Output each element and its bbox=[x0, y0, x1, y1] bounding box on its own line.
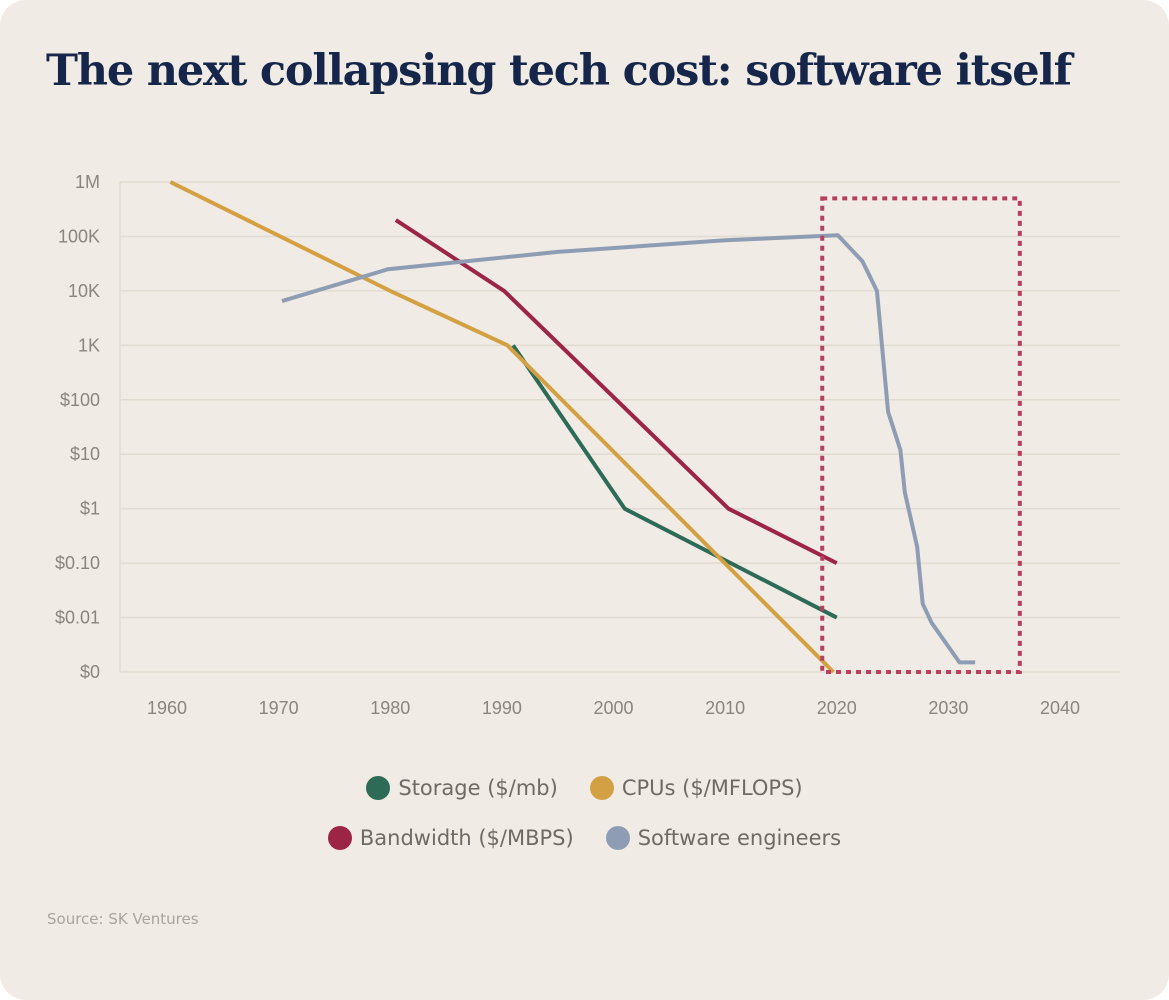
legend-swatch-software bbox=[605, 826, 630, 850]
series-line-storage bbox=[511, 344, 838, 620]
y-tick-label: $0.10 bbox=[55, 553, 100, 573]
x-tick-label: 2020 bbox=[817, 698, 857, 718]
y-tick-label: $0.01 bbox=[55, 608, 100, 628]
x-tick-label: 2000 bbox=[593, 698, 633, 718]
x-tick-label: 1960 bbox=[147, 698, 187, 718]
y-tick-label: 10K bbox=[68, 281, 100, 301]
y-tick-label: 1K bbox=[78, 335, 100, 355]
legend-row-1: Storage ($/mb) CPUs ($/MFLOPS) bbox=[0, 776, 1169, 800]
y-tick-label: 100K bbox=[58, 226, 100, 246]
chart-title: The next collapsing tech cost: software … bbox=[46, 46, 1072, 96]
legend-item-bandwidth: Bandwidth ($/MBPS) bbox=[327, 826, 574, 850]
legend-item-software: Software engineers bbox=[605, 826, 842, 850]
legend-swatch-storage bbox=[366, 776, 391, 800]
x-tick-label: 2030 bbox=[928, 698, 968, 718]
y-tick-label: $10 bbox=[70, 444, 100, 464]
x-tick-label: 1970 bbox=[259, 698, 299, 718]
series-line-cpus bbox=[169, 180, 835, 674]
legend-label-bandwidth: Bandwidth ($/MBPS) bbox=[359, 826, 574, 850]
legend-label-cpus: CPUs ($/MFLOPS) bbox=[621, 776, 803, 800]
legend-label-storage: Storage ($/mb) bbox=[398, 776, 558, 800]
highlight-box bbox=[820, 196, 1022, 674]
y-tick-label: 1M bbox=[75, 172, 100, 192]
legend-swatch-cpus bbox=[589, 776, 614, 800]
y-tick-label: $1 bbox=[80, 499, 100, 519]
series-line-bandwidth bbox=[394, 218, 838, 565]
x-tick-label: 1990 bbox=[482, 698, 522, 718]
source-note: Source: SK Ventures bbox=[47, 910, 199, 928]
x-tick-label: 1980 bbox=[370, 698, 410, 718]
legend-item-cpus: CPUs ($/MFLOPS) bbox=[589, 776, 803, 800]
y-tick-label: $100 bbox=[60, 390, 100, 410]
legend-item-storage: Storage ($/mb) bbox=[366, 776, 558, 800]
legend-label-software: Software engineers bbox=[637, 826, 842, 850]
series-line-software-engineers bbox=[281, 233, 976, 665]
y-tick-label: $0 bbox=[80, 662, 100, 682]
legend-swatch-bandwidth bbox=[327, 826, 352, 850]
legend-row-2: Bandwidth ($/MBPS) Software engineers bbox=[0, 826, 1169, 850]
x-tick-label: 2040 bbox=[1040, 698, 1080, 718]
x-tick-label: 2010 bbox=[705, 698, 745, 718]
